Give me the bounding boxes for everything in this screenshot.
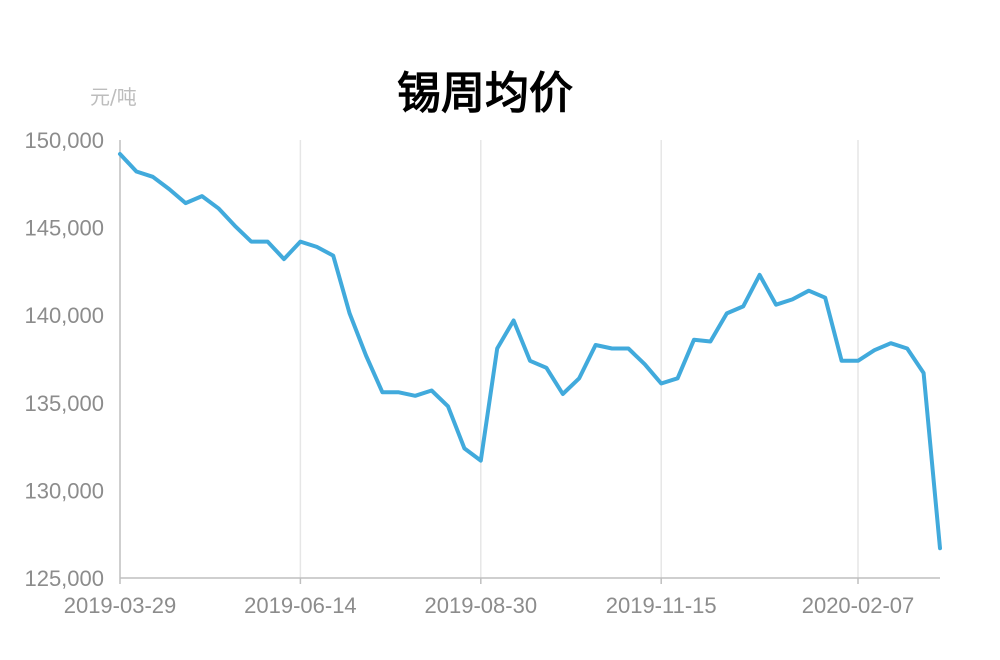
x-tick-label-2: 2019-08-30: [425, 593, 538, 618]
y-axis-tick-labels: 150,000 145,000 140,000 135,000 130,000 125,0…: [24, 128, 104, 591]
chart-title: 锡周均价: [397, 68, 573, 119]
vertical-gridlines: [299, 140, 859, 578]
x-tick-label-0: 2019-03-29: [64, 593, 177, 618]
series-layer: [118, 152, 942, 551]
series-line-tin-weekly-price: [118, 152, 942, 551]
axes: [119, 140, 940, 584]
x-tick-label-1: 2019-06-14: [244, 593, 357, 618]
y-tick-label-3: 135,000: [24, 391, 104, 416]
y-tick-label-4: 130,000: [24, 478, 104, 503]
y-tick-label-1: 145,000: [24, 216, 104, 241]
x-axis-tick-labels: 2019-03-29 2019-06-14 2019-08-30 2019-11-15…: [64, 593, 915, 618]
y-tick-label-2: 140,000: [24, 303, 104, 328]
x-tick-label-4: 2020-02-07: [802, 593, 915, 618]
x-tick-label-3: 2019-11-15: [606, 593, 717, 618]
y-tick-label-0: 150,000: [24, 128, 104, 153]
y-axis-unit-label: 元/吨: [90, 85, 137, 109]
y-tick-label-5: 125,000: [24, 566, 104, 591]
